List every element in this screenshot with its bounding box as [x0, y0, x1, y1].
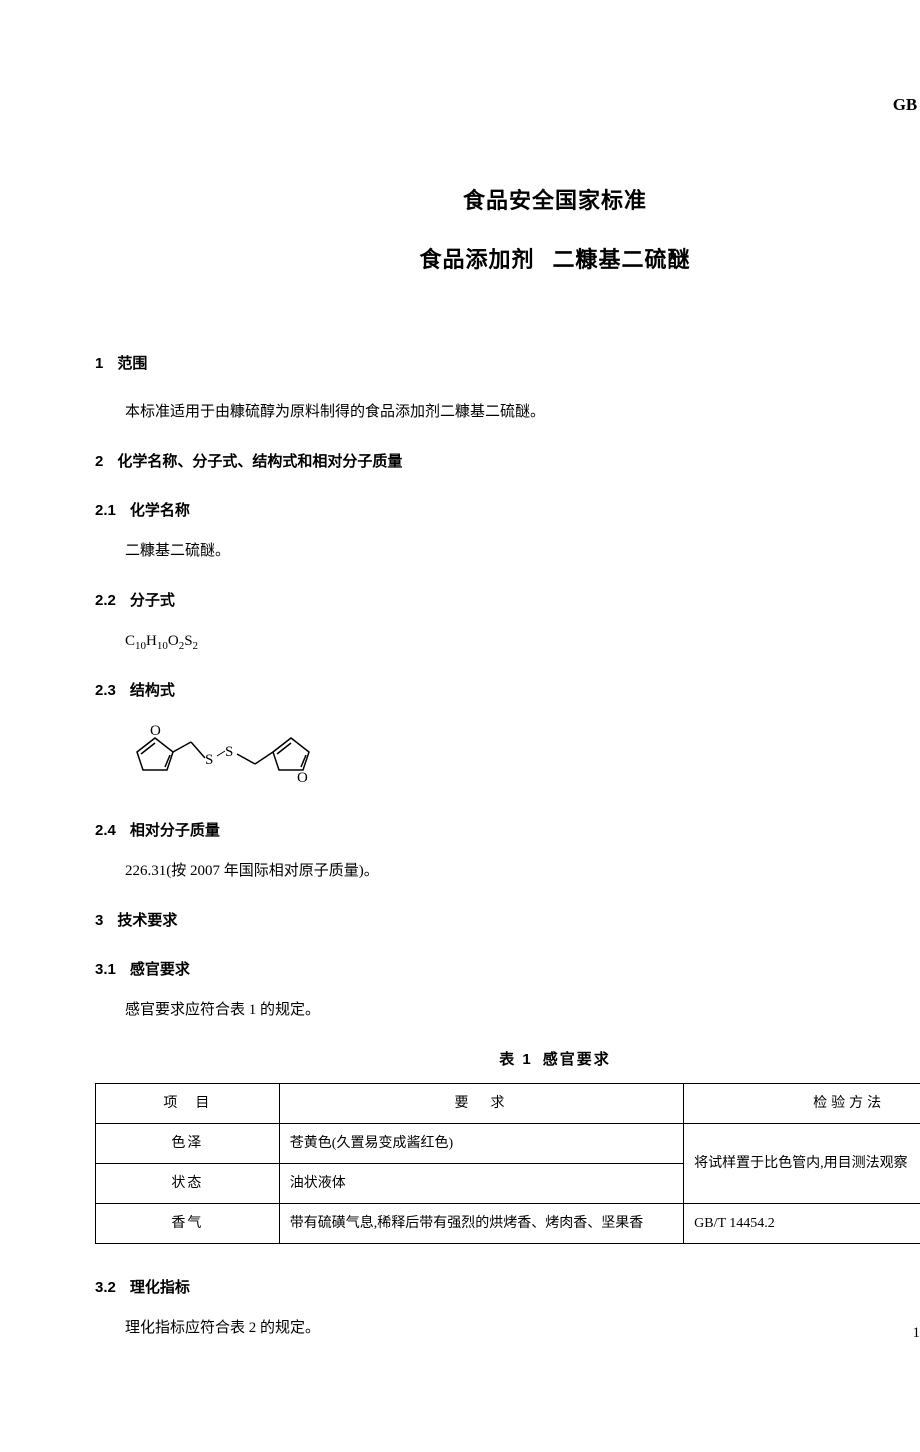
heading-text: 化学名称 — [130, 502, 190, 519]
table-cell-method: GB/T 14454.2 — [684, 1204, 920, 1244]
sensory-text: 感官要求应符合表 1 的规定。 — [95, 997, 920, 1024]
svg-text:O: O — [297, 770, 308, 783]
heading-num: 2.3 — [95, 677, 116, 704]
table1-caption-prefix: 表 1 — [499, 1051, 533, 1068]
heading-text: 结构式 — [130, 682, 175, 699]
table-row: 色泽 苍黄色(久置易变成酱红色) 将试样置于比色管内,用目测法观察 — [96, 1123, 920, 1163]
molmass-text: 226.31(按 2007 年国际相对原子质量)。 — [125, 858, 920, 885]
svg-text:O: O — [150, 723, 161, 739]
heading-text: 分子式 — [130, 592, 175, 609]
table1-caption: 表 1 感官要求 — [95, 1046, 920, 1073]
title-sub-part2: 二糠基二硫醚 — [553, 247, 691, 272]
formula-s: S — [184, 633, 192, 649]
heading-tech: 3 技术要求 — [95, 907, 920, 934]
page-wrapper: GB 29975—2013 食品安全国家标准 食品添加剂二糠基二硫醚 1 范围 本… — [95, 90, 920, 1392]
heading-physchem: 3.2 理化指标 — [95, 1274, 920, 1301]
table-header-item: 项 目 — [96, 1083, 280, 1123]
formula-h: H — [146, 633, 157, 649]
formula-c-sub: 10 — [135, 640, 146, 652]
title-subtitle: 食品添加剂二糠基二硫醚 — [95, 240, 920, 280]
heading-sensory: 3.1 感官要求 — [95, 956, 920, 983]
heading-num: 2.1 — [95, 497, 116, 524]
table-header-req: 要 求 — [279, 1083, 683, 1123]
heading-molmass: 2.4 相对分子质量 — [95, 817, 920, 844]
physchem-text: 理化指标应符合表 2 的规定。 — [95, 1315, 920, 1342]
chemical-name-text: 二糠基二硫醚。 — [125, 538, 920, 565]
heading-num: 3.2 — [95, 1274, 116, 1301]
table-cell-req: 油状液体 — [279, 1163, 683, 1203]
table-cell-item: 状态 — [96, 1163, 280, 1203]
heading-num: 2.4 — [95, 817, 116, 844]
scope-text: 本标准适用于由糠硫醇为原料制得的食品添加剂二糠基二硫醚。 — [95, 399, 920, 426]
structural-formula-diagram: O S S O — [125, 718, 920, 793]
heading-structure: 2.3 结构式 — [95, 677, 920, 704]
heading-num: 3 — [95, 907, 103, 934]
table-header-method: 检验方法 — [684, 1083, 920, 1123]
heading-formula: 2.2 分子式 — [95, 587, 920, 614]
heading-num: 1 — [95, 350, 103, 377]
heading-num: 2.2 — [95, 587, 116, 614]
heading-text: 感官要求 — [130, 961, 190, 978]
heading-num: 2 — [95, 448, 103, 475]
molecular-formula: C10H10O2S2 — [125, 628, 920, 657]
heading-text: 化学名称、分子式、结构式和相对分子质量 — [117, 453, 402, 470]
title-main: 食品安全国家标准 — [95, 181, 920, 221]
heading-chemical: 2 化学名称、分子式、结构式和相对分子质量 — [95, 448, 920, 475]
structure-svg: O S S O — [125, 718, 335, 783]
formula-o: O — [168, 633, 179, 649]
svg-text:S: S — [205, 752, 213, 768]
table-cell-req: 苍黄色(久置易变成酱红色) — [279, 1123, 683, 1163]
table1-caption-title: 感官要求 — [543, 1051, 611, 1068]
document-code: GB 29975—2013 — [95, 90, 920, 121]
formula-s-sub: 2 — [193, 640, 199, 652]
formula-h-sub: 10 — [157, 640, 168, 652]
formula-c: C — [125, 633, 135, 649]
table-cell-req: 带有硫磺气息,稀释后带有强烈的烘烤香、烤肉香、坚果香 — [279, 1204, 683, 1244]
title-sub-part1: 食品添加剂 — [419, 247, 534, 272]
table-cell-item: 香气 — [96, 1204, 280, 1244]
heading-text: 技术要求 — [117, 912, 177, 929]
table-sensory: 项 目 要 求 检验方法 色泽 苍黄色(久置易变成酱红色) 将试样置于比色管内,… — [95, 1083, 920, 1245]
table-row: 项 目 要 求 检验方法 — [96, 1083, 920, 1123]
heading-text: 理化指标 — [130, 1279, 190, 1296]
heading-chemical-name: 2.1 化学名称 — [95, 497, 920, 524]
table-cell-item: 色泽 — [96, 1123, 280, 1163]
heading-text: 相对分子质量 — [130, 822, 220, 839]
table-cell-method: 将试样置于比色管内,用目测法观察 — [684, 1123, 920, 1203]
table-row: 香气 带有硫磺气息,稀释后带有强烈的烘烤香、烤肉香、坚果香 GB/T 14454… — [96, 1204, 920, 1244]
heading-text: 范围 — [117, 355, 147, 372]
svg-text:S: S — [225, 744, 233, 760]
page-number: 1 — [913, 1320, 920, 1347]
heading-num: 3.1 — [95, 956, 116, 983]
heading-scope: 1 范围 — [95, 350, 920, 377]
